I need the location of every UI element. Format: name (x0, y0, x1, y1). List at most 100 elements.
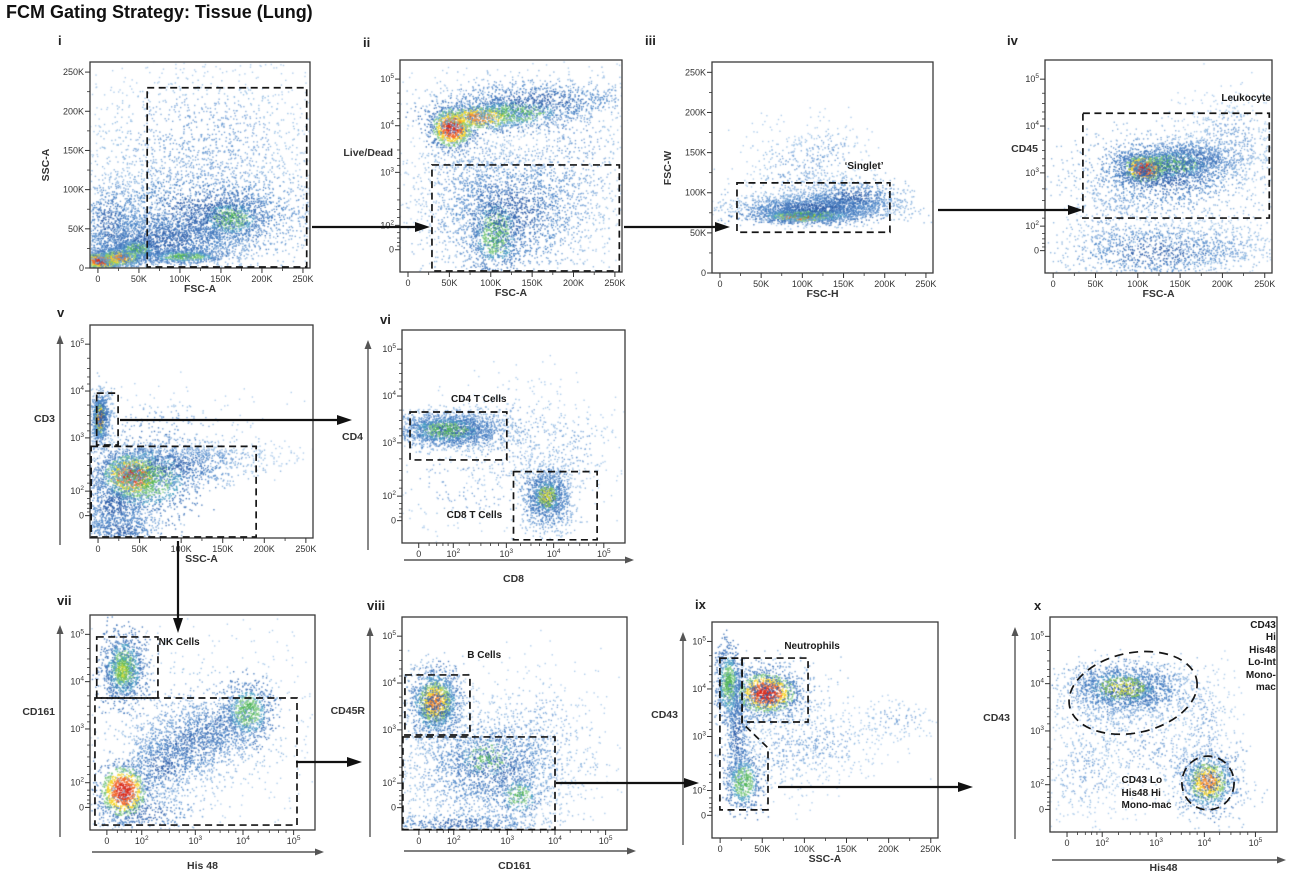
axis-tick-label: 100K (794, 844, 815, 854)
panel-numeral: iv (1007, 33, 1018, 48)
axis-tick-label: 0 (1065, 838, 1070, 848)
axis-tick-label: 104 (1030, 678, 1044, 689)
axis-tick-label: 250K (915, 279, 936, 289)
gate-outline (1181, 755, 1235, 811)
x-axis-arrow-head (315, 848, 324, 856)
y-axis-label: CD43 (983, 712, 1010, 725)
y-axis-label: CD4 (341, 430, 363, 443)
axis-tick-label: 0 (96, 544, 101, 554)
panel-numeral: iii (645, 33, 656, 48)
gate-outline (719, 657, 769, 811)
axis-tick-label: 100K (1127, 279, 1148, 289)
axis-tick-label: 200K (878, 844, 899, 854)
axis-tick-label: 0 (79, 511, 84, 521)
flow-arrow-head (958, 782, 973, 792)
x-axis-label: SSC-A (185, 553, 218, 565)
axis-tick-label: 103 (500, 835, 514, 846)
axis-tick-label: 50K (68, 224, 84, 234)
flow-arrow-head (337, 415, 352, 425)
y-axis-label: CD3 (33, 412, 55, 425)
axis-tick-label: 0 (391, 803, 396, 813)
panel-numeral: i (58, 33, 62, 48)
x-axis-label: SSC-A (808, 853, 842, 865)
axis-tick-label: 105 (1030, 630, 1044, 641)
y-axis-label: SSC-A (40, 148, 52, 182)
gate-outline (94, 697, 298, 826)
axis-tick-label: 0 (416, 836, 421, 846)
axis-tick-label: 102 (135, 835, 149, 846)
axis-tick-label: 50K (690, 228, 706, 238)
axis-tick-label: 105 (382, 630, 396, 641)
panel-numeral: viii (367, 598, 386, 613)
y-axis-arrow-head (364, 340, 372, 349)
axis-tick-label: 50K (132, 544, 148, 554)
gate-label: Leukocyte (1221, 93, 1271, 104)
x-axis-label: His48 (1149, 862, 1178, 874)
panel-numeral: x (1034, 598, 1042, 613)
axis-tick-label: 100K (792, 279, 813, 289)
axis-tick-label: 250K (63, 67, 84, 77)
gate-outline (95, 636, 159, 699)
x-axis-arrow-head (627, 847, 636, 855)
gate-label: CD4 T Cells (451, 393, 507, 405)
axis-tick-label: 105 (597, 548, 611, 559)
axis-tick-label: 100K (685, 188, 706, 198)
axis-tick-label: 102 (692, 784, 706, 795)
gate-label: ‘Singlet’ (844, 160, 884, 172)
axis-tick-label: 200K (251, 274, 272, 284)
axis-tick-label: 105 (1025, 73, 1039, 84)
y-axis-label: CD43 (651, 708, 678, 721)
axis-tick-label: 150K (210, 274, 231, 284)
axis-tick-label: 103 (188, 835, 202, 846)
panel-numeral: v (57, 305, 65, 320)
gate-outline (741, 657, 809, 723)
axis-tick-label: 250K (685, 67, 706, 77)
axis-tick-label: 200K (254, 544, 275, 554)
gate-outline (146, 86, 308, 268)
axis-tick-label: 100K (171, 544, 192, 554)
axis-tick-label: 103 (1025, 167, 1039, 178)
axis-tick-label: 102 (382, 490, 396, 501)
plot-frame (89, 324, 314, 539)
axis-tick-label: 250K (292, 274, 313, 284)
axis-tick-label: 104 (70, 385, 84, 396)
plot-frame (711, 61, 934, 274)
axis-tick-label: 105 (287, 835, 301, 846)
axis-tick-label: 0 (405, 278, 410, 288)
axis-tick-label: 0 (416, 549, 421, 559)
axis-tick-label: 103 (1030, 725, 1044, 736)
panel-numeral: vii (57, 593, 72, 608)
axis-tick-label: 104 (548, 835, 562, 846)
axis-tick-label: 200K (563, 278, 584, 288)
axis-tick-label: 103 (70, 432, 84, 443)
x-axis-label: FSC-H (806, 288, 839, 300)
y-axis-label: FSC-W (662, 150, 674, 185)
axis-tick-label: 103 (382, 437, 396, 448)
axis-tick-label: 102 (1025, 220, 1039, 231)
flow-arrow-head (1068, 205, 1083, 215)
y-axis-arrow-head (1011, 627, 1019, 636)
axis-tick-label: 150K (212, 544, 233, 554)
axis-tick-label: 102 (70, 777, 84, 788)
axis-tick-label: 0 (391, 516, 396, 526)
gate-outline (90, 445, 257, 538)
flow-arrow-head (715, 222, 730, 232)
axis-tick-label: 100K (169, 274, 190, 284)
axis-tick-label: 0 (1051, 279, 1056, 289)
axis-tick-label: 150K (63, 145, 84, 155)
x-axis-label: His 48 (187, 860, 218, 872)
axis-tick-label: 250K (920, 844, 941, 854)
axis-tick-label: 150K (836, 844, 857, 854)
axis-tick-label: 102 (70, 485, 84, 496)
axis-tick-label: 102 (382, 777, 396, 788)
gate-outline (1068, 650, 1198, 736)
axis-tick-label: 200K (685, 107, 706, 117)
gate-outline (512, 470, 598, 541)
plot-frame (399, 59, 623, 273)
axis-tick-label: 200K (874, 279, 895, 289)
axis-tick-label: 104 (547, 548, 561, 559)
axis-tick-label: 0 (79, 263, 84, 273)
axis-tick-label: 103 (382, 724, 396, 735)
